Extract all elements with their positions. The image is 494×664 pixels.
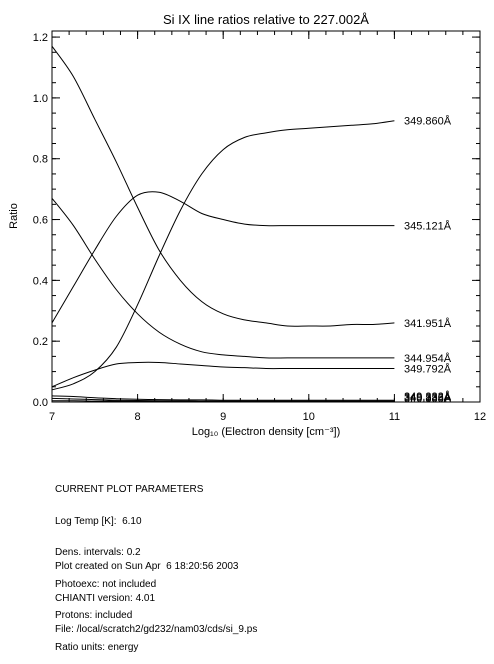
series-line xyxy=(51,361,395,388)
x-tick-label: 11 xyxy=(389,411,400,423)
y-tick-label: 0.8 xyxy=(33,154,48,166)
chart-title: Si IX line ratios relative to 227.002Å xyxy=(163,12,369,27)
series-label: 341.951Å xyxy=(404,317,452,330)
series-label: 349.860Å xyxy=(404,115,452,128)
series-line xyxy=(51,197,395,359)
series-line xyxy=(51,45,395,327)
y-tick-label: 0.0 xyxy=(33,397,48,409)
series-labels: 349.860Å 345.121Å 341.951Å 344.954Å349.792Å… xyxy=(404,115,452,405)
series-line xyxy=(51,191,395,324)
plot-footer: Plot created on Sun Apr 6 18:20:56 2003 … xyxy=(55,541,257,646)
series-line xyxy=(51,400,395,402)
y-tick-label: 0.6 xyxy=(33,215,48,227)
x-tick-label: 9 xyxy=(220,411,226,423)
series-line xyxy=(51,395,395,401)
file-path: File: /local/scratch2/gd232/nam03/cds/si… xyxy=(55,624,258,635)
y-tick-label: 0.2 xyxy=(33,336,48,348)
x-tick-label: 7 xyxy=(49,411,55,423)
x-tick-label: 8 xyxy=(135,411,141,423)
param-log-temp: Log Temp [K]: 6.10 xyxy=(55,515,142,527)
y-tick-label: 1.2 xyxy=(33,32,48,44)
series-label: 344.954Å xyxy=(404,352,452,365)
y-tick-label: 0.4 xyxy=(33,275,48,287)
series-label: 349.332Å xyxy=(404,390,452,403)
series-label: 349.336Å xyxy=(404,391,452,404)
chianti-version: CHIANTI version: 4.01 xyxy=(55,592,156,604)
series-label: 349.792Å xyxy=(404,363,452,376)
x-tick-label: 10 xyxy=(303,411,315,423)
y-tick-label: 1.0 xyxy=(33,93,48,105)
y-axis-label: Ratio xyxy=(8,203,20,229)
plot-parameters-heading: CURRENT PLOT PARAMETERS xyxy=(55,484,204,495)
x-axis: 7 8 9 10 11 12 xyxy=(49,31,486,423)
series-line xyxy=(51,120,395,391)
series-lines xyxy=(51,45,395,402)
line-chart: Si IX line ratios relative to 227.002Å 7… xyxy=(8,12,486,438)
x-tick-label: 12 xyxy=(474,411,486,423)
series-label: 345.121Å xyxy=(404,220,452,233)
y-axis: 0.0 0.2 0.4 0.6 0.8 1.0 1.2 xyxy=(33,32,480,409)
plot-created-date: Plot created on Sun Apr 6 18:20:56 2003 xyxy=(55,561,239,572)
plot-frame xyxy=(51,30,481,403)
series-label: 340.888Å xyxy=(404,392,452,405)
param-density-intervals: Dens. intervals: 0.2 xyxy=(55,547,141,558)
x-axis-label: Log₁₀ (Electron density [cm⁻³]) xyxy=(192,426,341,438)
